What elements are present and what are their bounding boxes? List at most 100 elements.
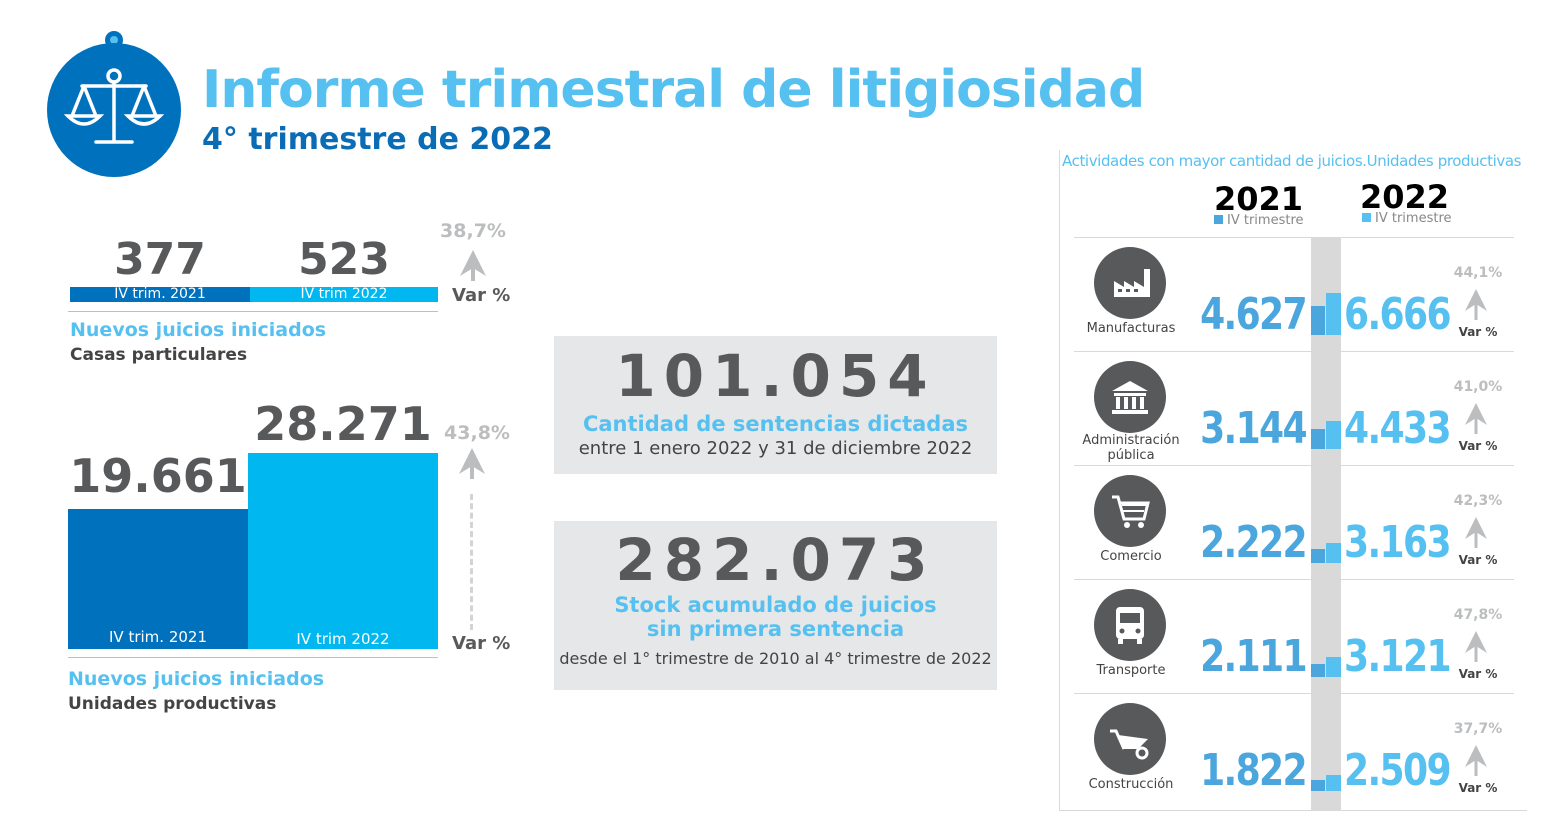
- activity-variation-pct: 47,8%: [1453, 607, 1503, 623]
- unidades-bar-label-2021: IV trim. 2021: [109, 628, 207, 646]
- right-panel-title: Actividades con mayor cantidad de juicio…: [1062, 152, 1522, 170]
- activity-name-line1: Comercio: [1100, 549, 1162, 564]
- sentencias-value: 101.054: [615, 342, 936, 410]
- sentencias-subtitle: entre 1 enero 2022 y 31 de diciembre 202…: [578, 438, 973, 459]
- activity-var-label: Var %: [1458, 781, 1498, 795]
- activity-name-line1: Transporte: [1096, 663, 1166, 678]
- activity-var-label: Var %: [1458, 325, 1498, 339]
- unidades-bar-2022: IV trim 2022: [248, 453, 438, 649]
- row-separator: [1074, 693, 1514, 694]
- value-2021: 1.822: [1200, 745, 1308, 796]
- bar-2022: [1326, 657, 1341, 677]
- year-2021-label: 2021: [1214, 180, 1304, 218]
- casas-bar-label-2021: IV trim. 2021: [114, 286, 206, 302]
- activity-name: Administración pública: [1074, 433, 1188, 463]
- casas-variation-pct: 38,7%: [440, 220, 506, 242]
- casas-bar-2022: IV trim 2022: [250, 287, 438, 302]
- year-2022-label: 2022: [1360, 178, 1450, 216]
- right-panel-left-border: [1059, 150, 1060, 810]
- activity-var-label: Var %: [1458, 553, 1498, 567]
- activity-variation-pct: 37,7%: [1453, 721, 1503, 737]
- value-2022: 3.121: [1344, 631, 1452, 682]
- unidades-var-label: Var %: [452, 633, 511, 654]
- bar-2021: [1311, 306, 1325, 335]
- legend-2022: IV trimestre: [1362, 211, 1452, 226]
- unidades-section-subtitle: Unidades productivas: [68, 694, 277, 714]
- unidades-baseline: [68, 657, 438, 658]
- row-separator: [1074, 351, 1514, 352]
- activity-name-line1: Construcción: [1088, 777, 1174, 792]
- up-arrow-icon: [1465, 517, 1487, 548]
- activity-name-line1: Administración: [1082, 433, 1180, 448]
- value-2022: 3.163: [1344, 517, 1452, 568]
- value-2021: 4.627: [1200, 289, 1308, 340]
- bus-icon: [1094, 589, 1166, 661]
- stock-value: 282.073: [615, 526, 936, 594]
- casas-section-title: Nuevos juicios iniciados: [70, 319, 327, 341]
- stock-title-line2: sin primera sentencia: [646, 617, 905, 641]
- casas-value-2022: 523: [298, 234, 390, 285]
- unidades-section-title: Nuevos juicios iniciados: [68, 668, 325, 690]
- casas-bar-label-2022: IV trim 2022: [300, 286, 388, 302]
- stock-title-line1: Stock acumulado de juicios: [614, 593, 937, 617]
- right-panel-bottom-border: [1059, 810, 1527, 811]
- activity-variation-pct: 41,0%: [1453, 379, 1503, 395]
- up-arrow-icon: [1465, 289, 1487, 320]
- legend-2021: IV trimestre: [1214, 213, 1304, 228]
- activity-name: Construcción: [1074, 777, 1188, 792]
- unidades-value-2021: 19.661: [69, 449, 247, 503]
- value-2022: 2.509: [1344, 745, 1452, 796]
- bar-2021: [1311, 664, 1325, 677]
- up-arrow-icon: [1465, 745, 1487, 776]
- shopping-cart-icon: [1094, 475, 1166, 547]
- activity-name: Transporte: [1074, 663, 1188, 678]
- up-arrow-icon: [460, 250, 486, 281]
- casas-baseline: [68, 311, 438, 312]
- up-arrow-icon: [1465, 403, 1487, 434]
- row-separator: [1074, 579, 1514, 580]
- value-2021: 2.222: [1200, 517, 1308, 568]
- value-2021: 3.144: [1200, 403, 1308, 454]
- bar-2022: [1326, 421, 1341, 449]
- casas-section-subtitle: Casas particulares: [70, 345, 248, 365]
- government-building-icon: [1094, 361, 1166, 433]
- activity-name: Comercio: [1074, 549, 1188, 564]
- wheelbarrow-icon: [1094, 703, 1166, 775]
- up-arrow-icon: [1465, 631, 1487, 662]
- value-2022: 4.433: [1344, 403, 1452, 454]
- row-separator: [1074, 465, 1514, 466]
- activity-var-label: Var %: [1458, 439, 1498, 453]
- activity-variation-pct: 44,1%: [1453, 265, 1503, 281]
- sentencias-box: 101.054 Cantidad de sentencias dictadas …: [554, 336, 997, 474]
- bar-2021: [1311, 549, 1325, 563]
- legend-label-2021: IV trimestre: [1227, 213, 1304, 228]
- up-arrow-icon: [459, 448, 485, 479]
- bar-2022: [1326, 543, 1341, 563]
- bar-2022: [1326, 293, 1341, 335]
- unidades-bar-2021: IV trim. 2021: [68, 509, 248, 649]
- bar-2021: [1311, 429, 1325, 449]
- activity-name-line2: pública: [1107, 448, 1155, 463]
- bar-2021: [1311, 780, 1325, 791]
- unidades-value-2022: 28.271: [254, 397, 432, 451]
- activity-name-line1: Manufacturas: [1086, 321, 1176, 336]
- factory-icon: [1094, 247, 1166, 319]
- value-2022: 6.666: [1344, 289, 1452, 340]
- activity-name: Manufacturas: [1074, 321, 1188, 336]
- legend-label-2022: IV trimestre: [1375, 211, 1452, 226]
- casas-bar-2021: IV trim. 2021: [70, 287, 250, 302]
- casas-value-2021: 377: [114, 234, 206, 285]
- stock-subtitle: desde el 1° trimestre de 2010 al 4° trim…: [559, 649, 992, 668]
- activity-var-label: Var %: [1458, 667, 1498, 681]
- value-2021: 2.111: [1200, 631, 1308, 682]
- page-title: Informe trimestral de litigiosidad: [202, 60, 1145, 120]
- unidades-variation-pct: 43,8%: [444, 422, 510, 444]
- activity-variation-pct: 42,3%: [1453, 493, 1503, 509]
- legend-swatch-2021: [1214, 215, 1223, 224]
- justice-logo: [47, 31, 181, 177]
- variation-dashed-line: [470, 494, 473, 630]
- page-subtitle: 4° trimestre de 2022: [202, 122, 553, 157]
- stock-box: 282.073 Stock acumulado de juicios sin p…: [554, 521, 997, 690]
- row-separator: [1074, 237, 1514, 238]
- legend-swatch-2022: [1362, 213, 1371, 222]
